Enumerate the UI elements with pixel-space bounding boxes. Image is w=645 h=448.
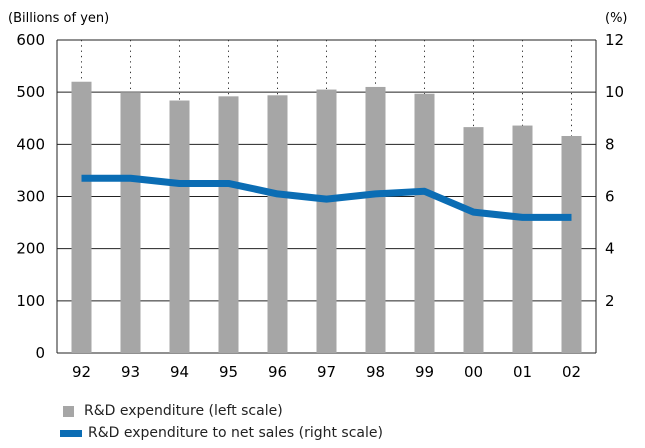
left-axis-unit: (Billions of yen)	[8, 11, 109, 26]
x-tick-label: 97	[317, 363, 336, 381]
legend: R&D expenditure (left scale) R&D expendi…	[60, 400, 383, 444]
line-series	[81, 174, 572, 221]
x-tick-label: 93	[121, 363, 140, 381]
legend-swatch-bar	[63, 405, 74, 417]
legend-item-line: R&D expenditure to net sales (right scal…	[60, 422, 383, 444]
x-tick-label: 99	[415, 363, 434, 381]
left-tick-label: 300	[16, 188, 45, 206]
x-tick-label: 92	[72, 363, 91, 381]
left-axis-ticks: 0 100 200 300 400 500 600	[16, 31, 45, 362]
bar	[267, 95, 288, 354]
right-tick-label: 6	[605, 188, 615, 206]
bar	[316, 89, 337, 353]
x-axis-ticks: 92 93 94 95 96 97 98 99 00 01 02	[72, 363, 581, 381]
left-tick-label: 400	[16, 135, 45, 153]
legend-item-bars: R&D expenditure (left scale)	[60, 400, 383, 422]
legend-swatch-line	[60, 429, 82, 437]
bar	[463, 127, 484, 353]
left-tick-label: 100	[16, 292, 45, 310]
left-tick-label: 600	[16, 31, 45, 49]
right-tick-label: 8	[605, 135, 615, 153]
left-tick-label: 0	[35, 344, 45, 362]
right-tick-label: 12	[605, 31, 624, 49]
x-tick-label: 96	[268, 363, 287, 381]
x-tick-label: 95	[219, 363, 238, 381]
bar	[71, 81, 92, 353]
bar	[169, 100, 190, 353]
legend-label-line: R&D expenditure to net sales (right scal…	[88, 425, 383, 441]
bar	[120, 92, 141, 354]
right-axis-ticks: 2 4 6 8 10 12	[605, 31, 624, 310]
axis-frame	[56, 40, 597, 353]
x-tick-label: 01	[513, 363, 532, 381]
bar	[561, 135, 582, 353]
bar	[365, 86, 386, 353]
x-tick-label: 98	[366, 363, 385, 381]
bar-series	[71, 81, 582, 354]
series-line	[81, 174, 572, 221]
combo-chart: (Billions of yen) (%) 010020030040050060…	[8, 11, 628, 381]
x-tick-label: 94	[170, 363, 189, 381]
bar	[218, 96, 239, 353]
right-tick-label: 2	[605, 292, 615, 310]
x-tick-label: 02	[562, 363, 581, 381]
bar	[512, 125, 533, 353]
left-tick-label: 200	[16, 240, 45, 258]
right-tick-label: 10	[605, 83, 624, 101]
left-tick-label: 500	[16, 83, 45, 101]
right-axis-unit: (%)	[605, 11, 628, 26]
bar	[414, 93, 435, 354]
right-tick-label: 4	[605, 240, 615, 258]
x-tick-label: 00	[464, 363, 483, 381]
legend-label-bars: R&D expenditure (left scale)	[84, 403, 283, 419]
